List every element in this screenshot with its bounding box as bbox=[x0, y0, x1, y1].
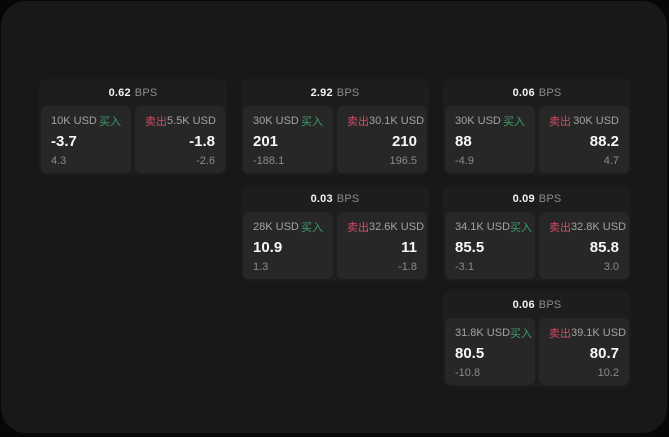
bps-unit-label: BPS bbox=[336, 86, 360, 99]
sell-amount: 39.1K USD bbox=[571, 327, 627, 339]
sell-price: -1.8 bbox=[189, 132, 215, 150]
buy-amount: 31.8K USD bbox=[455, 327, 511, 339]
sell-price: 85.8 bbox=[589, 238, 619, 256]
bps-header: 0.06 BPS bbox=[445, 291, 629, 318]
sell-panel[interactable]: 卖出 32.6K USD 11 -1.8 bbox=[337, 212, 427, 279]
quote-card: 0.06 BPS 30K USD 买入 88 -4.9 卖出 30K USD 8… bbox=[443, 79, 631, 175]
buy-panel[interactable]: 28K USD 买入 10.9 1.3 bbox=[243, 212, 333, 279]
buy-sub-value: -4.9 bbox=[455, 155, 474, 167]
quote-card: 0.06 BPS 31.8K USD 买入 80.5 -10.8 卖出 39.1… bbox=[443, 291, 631, 387]
buy-panel[interactable]: 10K USD 买入 -3.7 4.3 bbox=[41, 106, 131, 173]
sell-side-label: 卖出 bbox=[347, 222, 369, 234]
sell-panel[interactable]: 卖出 32.8K USD 85.8 3.0 bbox=[539, 212, 629, 279]
sell-amount: 30K USD bbox=[573, 115, 619, 127]
bps-header: 0.09 BPS bbox=[445, 185, 629, 212]
buy-price: 10.9 bbox=[253, 238, 283, 256]
sell-side-label: 卖出 bbox=[549, 116, 571, 128]
buy-price: 201 bbox=[253, 132, 279, 150]
bps-value: 0.03 bbox=[310, 192, 333, 205]
quote-card: 2.92 BPS 30K USD 买入 201 -188.1 卖出 30.1K … bbox=[241, 79, 429, 175]
sell-sub-value: -2.6 bbox=[196, 155, 215, 167]
buy-price: 85.5 bbox=[455, 238, 485, 256]
buy-side-label: 买入 bbox=[510, 222, 533, 234]
bps-value: 2.92 bbox=[310, 86, 333, 99]
buy-amount: 34.1K USD bbox=[455, 221, 511, 233]
sell-panel[interactable]: 卖出 30K USD 88.2 4.7 bbox=[539, 106, 629, 173]
bps-unit-label: BPS bbox=[134, 86, 158, 99]
bps-unit-label: BPS bbox=[538, 86, 562, 99]
buy-amount: 30K USD bbox=[253, 115, 299, 127]
sell-sub-value: 196.5 bbox=[389, 155, 417, 167]
sell-panel[interactable]: 卖出 5.5K USD -1.8 -2.6 bbox=[135, 106, 225, 173]
sell-amount: 30.1K USD bbox=[369, 115, 425, 127]
quote-card: 0.62 BPS 10K USD 买入 -3.7 4.3 卖出 5.5K USD… bbox=[39, 79, 227, 175]
bps-value: 0.09 bbox=[512, 192, 535, 205]
bps-unit-label: BPS bbox=[538, 298, 562, 311]
sell-amount: 5.5K USD bbox=[167, 115, 216, 127]
bps-header: 0.62 BPS bbox=[41, 79, 225, 106]
buy-side-label: 买入 bbox=[301, 116, 323, 128]
buy-panel[interactable]: 30K USD 买入 201 -188.1 bbox=[243, 106, 333, 173]
buy-sub-value: 1.3 bbox=[253, 261, 269, 273]
buy-panel[interactable]: 31.8K USD 买入 80.5 -10.8 bbox=[445, 318, 535, 385]
buy-sub-value: 4.3 bbox=[51, 155, 67, 167]
buy-price: -3.7 bbox=[51, 132, 77, 150]
sell-sub-value: 4.7 bbox=[603, 155, 619, 167]
bps-header: 2.92 BPS bbox=[243, 79, 427, 106]
bps-value: 0.62 bbox=[108, 86, 131, 99]
sell-side-label: 卖出 bbox=[145, 116, 167, 128]
buy-sub-value: -10.8 bbox=[455, 367, 481, 379]
sell-sub-value: 3.0 bbox=[603, 261, 619, 273]
buy-side-label: 买入 bbox=[503, 116, 525, 128]
sell-amount: 32.8K USD bbox=[571, 221, 627, 233]
buy-side-label: 买入 bbox=[510, 328, 533, 340]
sell-price: 88.2 bbox=[589, 132, 619, 150]
sell-side-label: 卖出 bbox=[549, 222, 571, 234]
quote-card: 0.03 BPS 28K USD 买入 10.9 1.3 卖出 32.6K US… bbox=[241, 185, 429, 281]
buy-price: 80.5 bbox=[455, 344, 485, 362]
buy-side-label: 买入 bbox=[99, 116, 121, 128]
sell-price: 210 bbox=[391, 132, 417, 150]
sell-amount: 32.6K USD bbox=[369, 221, 425, 233]
sell-side-label: 卖出 bbox=[549, 328, 571, 340]
sell-price: 80.7 bbox=[589, 344, 619, 362]
sell-sub-value: 10.2 bbox=[597, 367, 619, 379]
buy-amount: 30K USD bbox=[455, 115, 501, 127]
bps-value: 0.06 bbox=[512, 86, 535, 99]
buy-sub-value: -3.1 bbox=[455, 261, 474, 273]
bps-unit-label: BPS bbox=[538, 192, 562, 205]
bps-unit-label: BPS bbox=[336, 192, 360, 205]
sell-side-label: 卖出 bbox=[347, 116, 369, 128]
bps-header: 0.06 BPS bbox=[445, 79, 629, 106]
sell-panel[interactable]: 卖出 30.1K USD 210 196.5 bbox=[337, 106, 427, 173]
buy-amount: 28K USD bbox=[253, 221, 299, 233]
quote-card: 0.09 BPS 34.1K USD 买入 85.5 -3.1 卖出 32.8K… bbox=[443, 185, 631, 281]
buy-amount: 10K USD bbox=[51, 115, 97, 127]
quotes-grid: 0.62 BPS 10K USD 买入 -3.7 4.3 卖出 5.5K USD… bbox=[39, 79, 631, 387]
bps-value: 0.06 bbox=[512, 298, 535, 311]
bps-header: 0.03 BPS bbox=[243, 185, 427, 212]
buy-side-label: 买入 bbox=[301, 222, 323, 234]
sell-panel[interactable]: 卖出 39.1K USD 80.7 10.2 bbox=[539, 318, 629, 385]
buy-panel[interactable]: 30K USD 买入 88 -4.9 bbox=[445, 106, 535, 173]
sell-price: 11 bbox=[401, 238, 417, 256]
sell-sub-value: -1.8 bbox=[398, 261, 417, 273]
buy-sub-value: -188.1 bbox=[253, 155, 285, 167]
buy-price: 88 bbox=[455, 132, 472, 150]
buy-panel[interactable]: 34.1K USD 买入 85.5 -3.1 bbox=[445, 212, 535, 279]
